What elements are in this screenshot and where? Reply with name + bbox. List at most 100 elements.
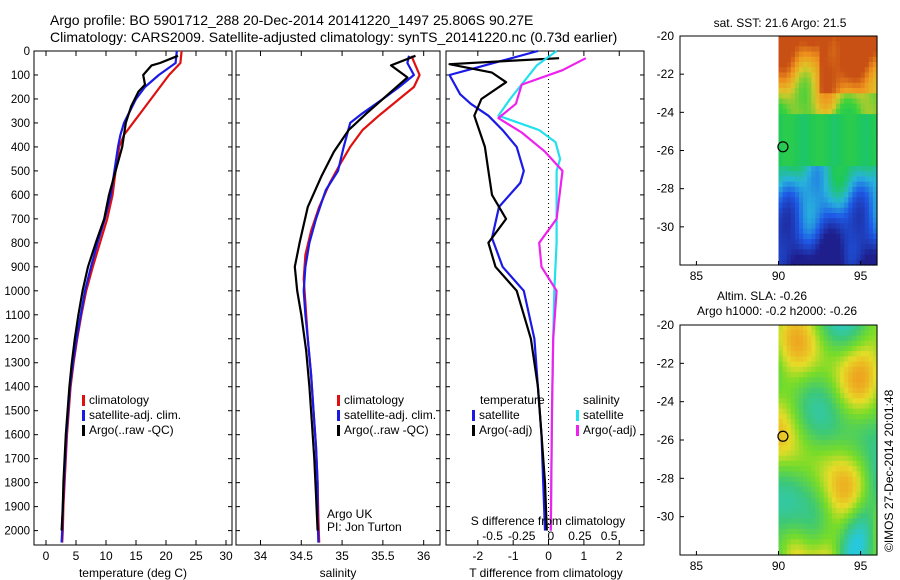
altimetry-sla-map-cell	[794, 372, 800, 378]
altimetry-sla-map-cell	[803, 445, 808, 451]
altimetry-sla-map-cell	[860, 460, 866, 467]
sat-sst-map-cell	[864, 213, 870, 219]
altimetry-sla-map-cell	[823, 325, 829, 331]
sat-sst-map-cell	[856, 259, 862, 266]
altimetry-sla-map-cell	[786, 413, 792, 420]
sat-sst-map-cell	[819, 51, 825, 58]
altimetry-sla-map-cell	[852, 424, 858, 431]
sat-sst-map-cell	[823, 166, 829, 172]
sat-sst-map-cell	[836, 197, 841, 204]
sat-sst-map-cell	[803, 213, 808, 219]
sat-sst-map-cell	[852, 207, 858, 214]
altimetry-sla-map-cell	[852, 434, 858, 441]
sat-sst-map-cell	[778, 98, 784, 105]
altimetry-sla-map-cell	[803, 393, 808, 399]
altimetry-sla-map-cell	[827, 366, 833, 373]
altimetry-sla-map-cell	[819, 481, 825, 488]
sat-sst-map-cell	[840, 129, 845, 136]
altimetry-sla-map-cell	[823, 544, 829, 551]
sat-sst-map-cell	[778, 228, 784, 235]
altimetry-sla-map-cell	[836, 544, 841, 551]
altimetry-sla-map-cell	[778, 466, 784, 472]
altimetry-sla-map-cell	[872, 325, 878, 331]
altimetry-sla-map-cell	[819, 387, 825, 394]
sat-sst-map-cell	[856, 171, 862, 178]
altimetry-sla-map-cell	[790, 340, 796, 347]
sat-sst-map-cell	[786, 140, 792, 146]
altimetry-sla-map-cell	[811, 508, 816, 514]
altimetry-sla-map-cell	[827, 403, 833, 410]
sat-sst-map-cell	[819, 114, 825, 120]
altimetry-sla-map-cell	[872, 487, 878, 493]
sat-sst-map-cell	[778, 249, 784, 256]
altimetry-sla-map-cell	[807, 434, 812, 441]
altimetry-sla-map-cell	[848, 403, 853, 410]
sat-sst-map-cell	[815, 254, 821, 261]
altimetry-sla-map-cell	[827, 534, 833, 540]
altimetry-sla-map-cell	[799, 549, 804, 556]
altimetry-sla-map-cell	[852, 476, 858, 483]
sat-sst-map-cell	[799, 244, 804, 250]
altimetry-sla-map-cell	[786, 356, 792, 363]
altimetry-sla-map-cell	[864, 513, 870, 519]
altimetry-sla-map-cell	[807, 544, 812, 551]
sat-sst-map-cell	[840, 134, 845, 141]
sat-sst-map-cell	[794, 103, 800, 110]
altimetry-sla-map-cell	[864, 413, 870, 420]
sat-sst-map-cell	[872, 233, 878, 240]
sat-sst-map-cell	[831, 171, 837, 178]
altimetry-sla-map-cell	[852, 377, 858, 384]
sat-sst-map-cell	[794, 82, 800, 89]
altimetry-sla-map-cell	[848, 528, 853, 535]
altimetry-sla-map-cell	[836, 398, 841, 404]
altimetry-sla-map-cell	[819, 487, 825, 493]
sat-sst-map-cell	[868, 51, 874, 58]
sat-sst-map-cell	[782, 233, 788, 240]
sat-sst-map-cell	[819, 239, 825, 245]
sat-sst-map-cell	[815, 124, 821, 131]
sat-sst-map-cell	[782, 239, 788, 245]
altimetry-sla-map-cell	[852, 340, 858, 347]
altimetry-sla-map-cell	[864, 382, 870, 389]
sat-sst-map-cell	[807, 103, 812, 110]
sat-sst-map-cell	[836, 166, 841, 172]
altimetry-sla-map-cell	[815, 492, 821, 499]
sat-sst-map-cell	[852, 98, 858, 105]
altimetry-sla-map-cell	[852, 387, 858, 394]
sat-sst-map-cell	[856, 160, 862, 167]
altimetry-sla-map-cell	[786, 544, 792, 551]
sat-sst-map-cell	[868, 166, 874, 172]
sat-sst-map-cell	[782, 228, 788, 235]
sat-sst-map-cell	[831, 36, 837, 42]
altimetry-sla-map-cell	[868, 450, 874, 457]
sat-sst-map-cell	[864, 119, 870, 126]
sat-sst-map-cell	[856, 155, 862, 162]
sat-sst-map-cell	[823, 134, 829, 141]
altimetry-sla-map-cell	[848, 413, 853, 420]
altimetry-sla-map-cell	[799, 508, 804, 514]
altimetry-sla-map-cell	[803, 502, 808, 509]
sat-sst-map-cell	[786, 82, 792, 89]
sat-sst-map-cell	[819, 192, 825, 198]
altimetry-sla-map-cell	[807, 440, 812, 446]
sat-sst-map-cell	[823, 197, 829, 204]
altimetry-sla-map-cell	[807, 549, 812, 556]
sat-sst-map-cell	[786, 207, 792, 214]
sat-sst-map-cell	[831, 176, 837, 183]
sat-sst-map-cell	[827, 228, 833, 235]
altimetry-sla-map-cell	[819, 361, 825, 368]
altimetry-sla-map-cell	[836, 549, 841, 556]
sat-sst-map-cell	[799, 171, 804, 178]
sat-sst-map-cell	[786, 155, 792, 162]
altimetry-sla-map-cell	[868, 408, 874, 415]
sat-sst-map-cell	[778, 124, 784, 131]
sat-sst-map-cell	[840, 98, 845, 105]
sat-sst-map-cell	[848, 88, 853, 94]
altimetry-sla-map-cell	[840, 440, 845, 446]
altimetry-sla-map-cell	[852, 440, 858, 446]
sat-sst-map-cell	[827, 213, 833, 219]
sat-sst-map-cell	[852, 202, 858, 209]
sat-sst-map-cell	[786, 239, 792, 245]
altimetry-sla-map-cell	[856, 518, 862, 525]
sat-sst-map-cell	[782, 176, 788, 183]
